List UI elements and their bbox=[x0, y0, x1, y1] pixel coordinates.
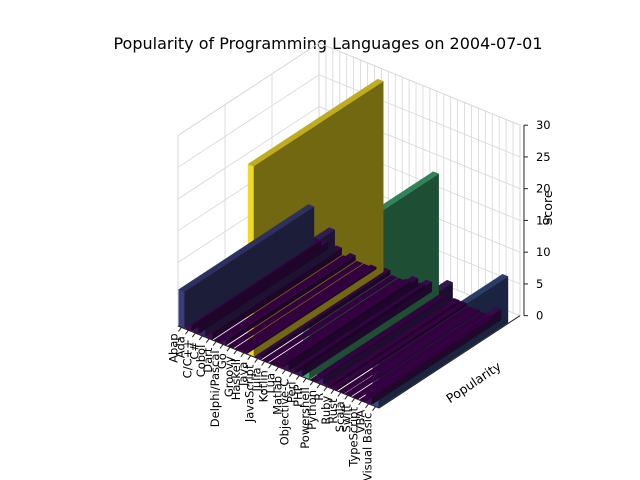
x-tick-label: Java bbox=[236, 362, 250, 387]
x-tick-mark bbox=[240, 352, 245, 358]
z-tick-label: 10 bbox=[536, 245, 551, 259]
x-tick-mark bbox=[330, 389, 335, 394]
z-tick-label: 25 bbox=[536, 150, 551, 164]
x-tick-mark bbox=[275, 366, 279, 372]
x-tick-mark bbox=[205, 338, 210, 344]
x-tick-label: Powershell bbox=[298, 387, 312, 449]
x-tick-mark bbox=[219, 344, 224, 349]
x-tick-label: PHP bbox=[291, 384, 305, 407]
x-tick-label: C# bbox=[187, 342, 201, 360]
x-tick-mark bbox=[254, 358, 259, 363]
x-tick-mark bbox=[261, 361, 266, 366]
x-tick-label: JavaScript bbox=[243, 364, 257, 423]
bar-abap bbox=[178, 204, 315, 329]
x-tick-label: Ruby bbox=[319, 396, 333, 425]
x-tick-label: Abap bbox=[167, 333, 181, 363]
x-tick-mark bbox=[337, 392, 342, 397]
x-tick-label: Objective-C bbox=[277, 379, 291, 446]
z-tick-label: 30 bbox=[536, 118, 551, 132]
x-tick-mark bbox=[282, 369, 286, 375]
x-tick-label: Groovy bbox=[222, 356, 236, 397]
x-tick-label: Matlab bbox=[270, 376, 284, 415]
x-tick-mark bbox=[358, 400, 363, 406]
x-tick-label: Scala bbox=[333, 401, 347, 432]
x-tick-mark bbox=[302, 378, 307, 383]
bar-top bbox=[344, 308, 481, 397]
x-tick-mark bbox=[288, 372, 293, 377]
x-tick-label: R bbox=[312, 393, 326, 401]
z-tick-label: 0 bbox=[536, 309, 543, 323]
x-tick-mark bbox=[295, 375, 300, 380]
x-tick-mark bbox=[233, 349, 238, 355]
bar-groovy bbox=[233, 263, 370, 352]
x-tick-label: Haskell bbox=[229, 359, 243, 400]
x-tick-label: Perl bbox=[284, 382, 298, 404]
x-tick-label: Swift bbox=[340, 404, 354, 433]
x-tick-label: Kotlin bbox=[257, 370, 271, 402]
x-tick-mark bbox=[372, 406, 376, 411]
x-tick-label: Visual Basic bbox=[361, 413, 375, 480]
x-tick-label: Delphi/Pascal bbox=[208, 350, 222, 427]
x-tick-mark bbox=[178, 327, 182, 332]
z-tick-labels: 0 5 10 15 20 25 30 bbox=[523, 118, 551, 323]
x-tick-label: Ada bbox=[173, 336, 187, 358]
z-tick-label: 15 bbox=[536, 213, 551, 227]
x-tick-label: Cobol bbox=[194, 345, 208, 378]
x-tick-mark bbox=[191, 332, 196, 338]
bar-top bbox=[309, 294, 447, 382]
x-tick-mark bbox=[184, 329, 189, 335]
y-axis-line bbox=[378, 315, 521, 409]
x-tick-mark bbox=[316, 383, 321, 389]
x-tick-label: TypeScript bbox=[347, 407, 361, 468]
x-tick-mark bbox=[365, 403, 369, 409]
x-tick-label: C/C++ bbox=[180, 339, 194, 378]
x-tick-mark bbox=[309, 380, 314, 386]
x-tick-label: Lua bbox=[264, 373, 278, 394]
z-axis-label: Score bbox=[540, 190, 555, 225]
x-tick-mark bbox=[247, 355, 252, 361]
bar-powershell bbox=[309, 294, 447, 383]
x-tick-label: Julia bbox=[250, 367, 264, 392]
x-tick-mark bbox=[351, 397, 356, 403]
x-tick-mark bbox=[226, 346, 231, 352]
x-tick-label: Dart bbox=[201, 347, 215, 373]
z-tick-label: 20 bbox=[536, 182, 551, 196]
bar-front bbox=[178, 289, 185, 329]
chart-title: Popularity of Programming Languages on 2… bbox=[113, 34, 542, 53]
x-tick-label: VBA bbox=[354, 410, 368, 434]
bar-top bbox=[247, 78, 384, 167]
z-tick-label: 5 bbox=[536, 277, 543, 291]
bar-top bbox=[178, 204, 315, 292]
x-tick-label: Rust bbox=[326, 398, 340, 424]
x-tick-mark bbox=[198, 335, 203, 341]
x-tick-mark bbox=[268, 363, 272, 369]
x-tick-label: Go bbox=[215, 353, 229, 369]
x-tick-mark bbox=[344, 395, 349, 400]
x-tick-mark bbox=[212, 341, 217, 346]
x-tick-labels: AbapAdaC/C++C#CobolDartDelphi/PascalGoGr… bbox=[167, 327, 376, 480]
x-tick-mark bbox=[323, 386, 328, 392]
x-tick-label: Python bbox=[305, 390, 319, 430]
